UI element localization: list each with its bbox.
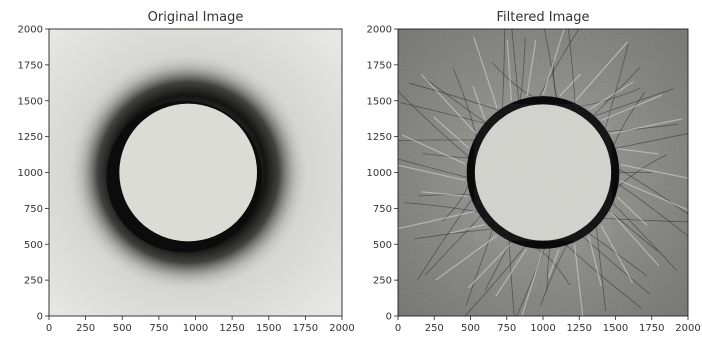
x-tick-label: 1250 — [219, 323, 244, 334]
panels: 0 250 500 750 1000 1250 1500 1750 2000 0 250 500 750… — [18, 10, 701, 334]
panel-filtered: 0 250 500 750 1000 1250 1500 1750 2000 0 250 500 750… — [367, 10, 701, 334]
y-tick-label: 1000 — [367, 168, 392, 179]
solar-disk — [119, 103, 258, 242]
x-tick-label: 2000 — [675, 323, 700, 334]
x-tick-label: 1250 — [567, 323, 592, 334]
x-tick-label: 750 — [497, 323, 516, 334]
x-tick-label: 500 — [461, 323, 480, 334]
x-tick-label: 500 — [113, 323, 132, 334]
disk-texture — [474, 104, 612, 241]
x-tick-label: 1750 — [293, 323, 318, 334]
y-tick-label: 500 — [24, 240, 43, 251]
y-tick-label: 500 — [373, 240, 392, 251]
y-tick-label: 1000 — [18, 168, 43, 179]
y-tick-label: 1500 — [18, 96, 43, 107]
y-tick-label: 1750 — [18, 60, 43, 71]
y-tick-label: 1500 — [367, 96, 392, 107]
y-tick-label: 0 — [386, 312, 392, 323]
x-tick-label: 0 — [46, 323, 52, 334]
x-tick-label: 1000 — [183, 323, 208, 334]
x-tick-label: 1500 — [256, 323, 281, 334]
y-tick-label: 1250 — [367, 132, 392, 143]
y-tick-label: 750 — [373, 204, 392, 215]
x-tick-label: 250 — [76, 323, 95, 334]
y-tick-label: 2000 — [18, 25, 43, 36]
y-tick-label: 1250 — [18, 132, 43, 143]
y-tick-label: 250 — [24, 276, 43, 287]
x-tick-label: 1750 — [639, 323, 664, 334]
y-tick-label: 1750 — [367, 60, 392, 71]
x-tick-label: 750 — [149, 323, 168, 334]
y-tick-label: 250 — [373, 276, 392, 287]
y-tick-label: 750 — [24, 204, 43, 215]
chart-title: Filtered Image — [496, 10, 589, 25]
x-tick-label: 0 — [395, 323, 401, 334]
image-area — [49, 29, 342, 316]
y-tick-label: 2000 — [367, 25, 392, 36]
light-streamers — [398, 29, 688, 316]
streamers — [398, 29, 688, 316]
x-tick-label: 1500 — [603, 323, 628, 334]
x-tick-label: 1000 — [530, 323, 555, 334]
panel-original: 0 250 500 750 1000 1250 1500 1750 2000 0 250 500 750… — [18, 10, 355, 334]
chart-title: Original Image — [148, 10, 244, 25]
x-tick-label: 2000 — [329, 323, 354, 334]
image-area — [398, 29, 688, 316]
x-tick-label: 250 — [425, 323, 444, 334]
y-tick-label: 0 — [37, 312, 43, 323]
